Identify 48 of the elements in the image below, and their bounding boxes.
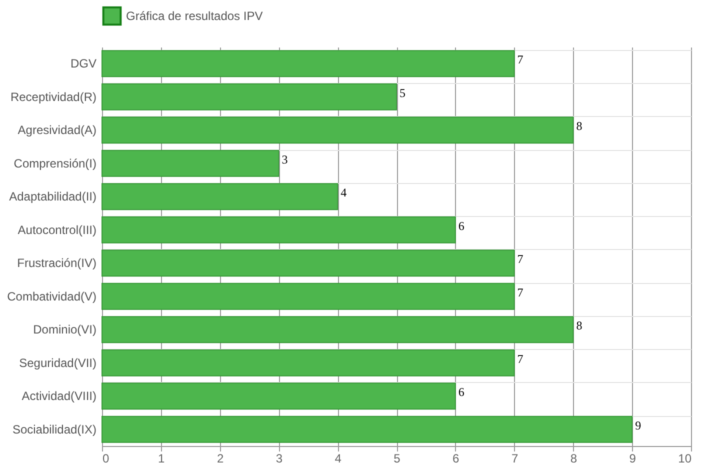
- x-tick-label: 2: [216, 452, 224, 466]
- bar: [102, 316, 574, 344]
- y-tick-label: Autocontrol(III): [18, 222, 96, 237]
- x-tick-label: 5: [394, 452, 401, 466]
- bar: [102, 349, 515, 376]
- data-label: 8: [576, 318, 582, 333]
- bar: [102, 416, 633, 443]
- y-tick-label: Frustración(IV): [17, 256, 96, 270]
- y-tick-label: Sociabilidad(IX): [12, 422, 96, 436]
- y-tick-label: Adaptabilidad(II): [9, 190, 96, 204]
- bar: [102, 83, 397, 110]
- data-label: 7: [517, 285, 524, 300]
- x-tick-label: 1: [158, 452, 166, 466]
- x-tick-label: 3: [276, 452, 283, 466]
- y-tick-label: Dominio(VI): [33, 322, 96, 337]
- bar: [102, 250, 515, 277]
- bar: [102, 183, 338, 210]
- y-tick-label: DGV: [70, 56, 96, 71]
- text: Gráfica de resultados IPV: [126, 9, 263, 23]
- bar: [102, 50, 515, 78]
- data-label: 7: [517, 52, 524, 67]
- x-tick-label: 4: [334, 452, 342, 466]
- bar: [102, 216, 456, 244]
- data-label: 4: [340, 186, 347, 200]
- y-tick-label: Comprensión(I): [14, 156, 96, 170]
- x-tick-label: 7: [511, 452, 518, 466]
- x-tick-label: 9: [629, 452, 636, 466]
- data-label: 6: [458, 385, 464, 400]
- bar: [102, 282, 515, 310]
- y-tick-label: Seguridad(VII): [19, 356, 96, 370]
- data-label: 6: [458, 218, 464, 233]
- y-tick-label: Agresividad(A): [18, 123, 96, 138]
- data-label: 9: [635, 418, 642, 432]
- data-label: 7: [517, 252, 524, 266]
- bar: [102, 116, 574, 144]
- data-label: 7: [517, 352, 524, 366]
- x-tick-label: 8: [570, 452, 578, 466]
- bar: [102, 150, 280, 177]
- y-tick-label: Actividad(VIII): [22, 389, 96, 404]
- x-tick-label: 0: [102, 452, 110, 466]
- data-label: 8: [576, 119, 582, 134]
- bar: [102, 382, 456, 410]
- y-tick-label: Receptividad(R): [10, 90, 96, 104]
- y-tick-label: Combatividad(V): [7, 289, 96, 304]
- x-tick-label: 6: [452, 452, 460, 466]
- x-tick-label: 10: [678, 452, 692, 466]
- data-label: 5: [400, 86, 406, 100]
- data-label: 3: [282, 152, 288, 166]
